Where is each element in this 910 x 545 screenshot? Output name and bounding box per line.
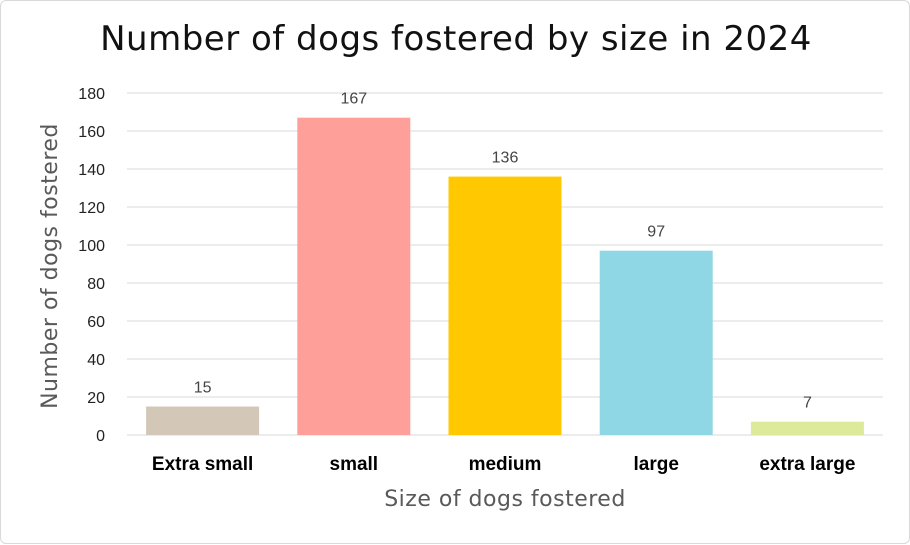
- x-tick-label: large: [633, 454, 678, 475]
- y-tick-label: 0: [96, 428, 105, 445]
- y-tick-labels: 0 20 40 60 80 100 120 140 160 180: [78, 86, 105, 445]
- bar: [599, 250, 713, 435]
- y-tick-label: 160: [78, 124, 105, 141]
- data-label: 7: [803, 395, 812, 412]
- y-tick-label: 20: [87, 390, 105, 407]
- y-tick-label: 60: [87, 314, 105, 331]
- y-axis-label: Number of dogs fostered: [38, 123, 63, 409]
- x-axis-label: Size of dogs fostered: [384, 487, 626, 512]
- data-label: 15: [194, 380, 212, 397]
- bar: [146, 406, 260, 435]
- x-tick-label: medium: [469, 454, 542, 475]
- data-labels: 15 167 136 97 7: [194, 91, 812, 412]
- data-label: 167: [340, 91, 367, 108]
- chart-title: Number of dogs fostered by size in 2024: [100, 19, 812, 59]
- y-tick-label: 100: [78, 238, 105, 255]
- x-tick-label: extra large: [759, 454, 855, 475]
- y-tick-label: 120: [78, 200, 105, 217]
- data-label: 136: [492, 150, 519, 167]
- y-tick-label: 80: [87, 276, 105, 293]
- y-tick-label: 140: [78, 162, 105, 179]
- data-label: 97: [647, 224, 665, 241]
- x-tick-label: small: [330, 454, 379, 475]
- bar: [448, 176, 562, 435]
- bar: [297, 117, 411, 435]
- bar: [750, 421, 864, 435]
- bars: [146, 117, 864, 435]
- x-tick-labels: Extra small small medium large extra large: [152, 454, 856, 475]
- y-tick-label: 40: [87, 352, 105, 369]
- y-tick-label: 180: [78, 86, 105, 103]
- x-tick-label: Extra small: [152, 454, 253, 475]
